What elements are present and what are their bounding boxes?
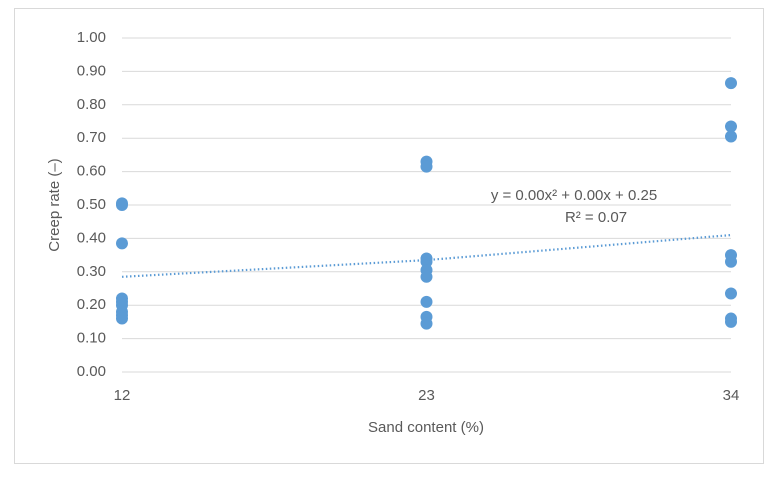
point <box>725 77 737 90</box>
y-tick-label: 0.70 <box>77 129 106 146</box>
point <box>725 315 737 328</box>
trend-r-squared: R² = 0.07 <box>565 209 627 226</box>
y-tick-label: 0.20 <box>77 296 106 313</box>
trendline <box>121 233 732 278</box>
point <box>725 287 737 300</box>
point <box>116 312 128 325</box>
x-axis-label: Sand content (%) <box>368 419 484 436</box>
chart-frame <box>14 8 764 464</box>
y-tick-label: 0.00 <box>77 363 106 380</box>
point <box>420 270 433 283</box>
y-tick-label: 0.50 <box>77 196 106 213</box>
y-tick-label: 0.60 <box>77 163 106 180</box>
trend-equation: y = 0.00x² + 0.00x + 0.25 <box>491 187 657 204</box>
y-tick-label: 0.30 <box>77 263 106 280</box>
y-tick-label: 0.40 <box>77 229 106 246</box>
x-tick-label: 12 <box>114 387 131 404</box>
point <box>420 317 433 330</box>
point <box>725 130 737 143</box>
point <box>116 199 128 211</box>
point <box>725 255 737 268</box>
x-tick-label: 34 <box>723 387 740 404</box>
y-tick-label: 0.10 <box>77 330 106 347</box>
x-tick-label: 23 <box>418 387 435 404</box>
y-axis-label: Creep rate (–) <box>46 158 63 251</box>
y-tick-label: 0.80 <box>77 96 106 113</box>
point <box>420 295 433 308</box>
point <box>420 160 433 173</box>
y-tick-label: 1.00 <box>77 29 106 46</box>
point <box>725 120 737 133</box>
point <box>116 237 128 250</box>
y-tick-label: 0.90 <box>77 62 106 79</box>
